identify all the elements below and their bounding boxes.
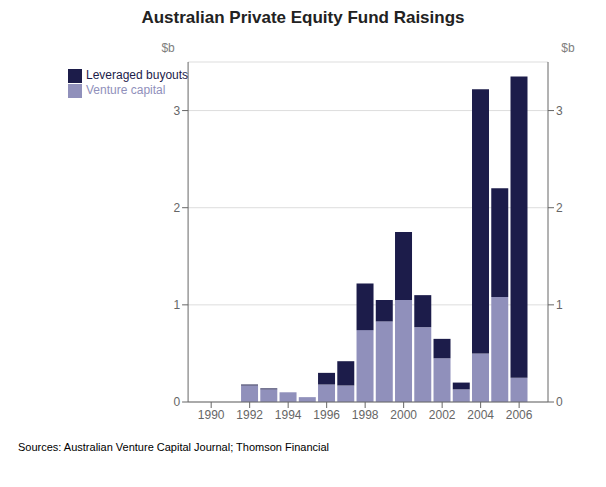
svg-text:0: 0 [173,395,180,409]
svg-text:1998: 1998 [352,408,379,422]
svg-text:1: 1 [556,298,563,312]
svg-text:3: 3 [556,104,563,118]
svg-text:1996: 1996 [313,408,340,422]
svg-text:2002: 2002 [429,408,456,422]
svg-text:0: 0 [556,395,563,409]
svg-text:$b: $b [561,41,575,55]
svg-text:2004: 2004 [467,408,494,422]
svg-text:2000: 2000 [390,408,417,422]
svg-text:3: 3 [173,104,180,118]
html-text:Leveraged buyouts: Leveraged buyouts [86,68,189,82]
svg-text:2006: 2006 [506,408,533,422]
svg-text:1992: 1992 [236,408,263,422]
html-text:Australian Private Equity Fund: Australian Private Equity Fund Raisings [141,8,465,27]
svg-text:1990: 1990 [198,408,225,422]
svg-text:2: 2 [173,201,180,215]
svg-text:1: 1 [173,298,180,312]
html-text:Venture capital: Venture capital [86,82,166,97]
svg-text:$b: $b [161,41,175,55]
svg-text:2: 2 [556,201,563,215]
html-text:Sources: Australian Venture Ca: Sources: Australian Venture Capital Jour… [18,441,329,453]
svg-text:1994: 1994 [275,408,302,422]
